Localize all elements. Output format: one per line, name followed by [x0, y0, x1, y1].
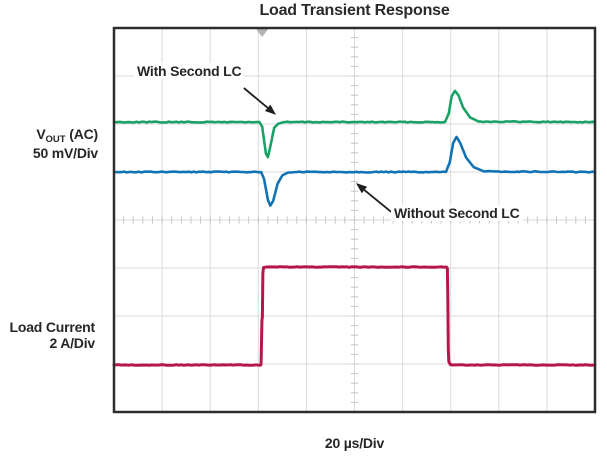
chart-title: Load Transient Response [259, 2, 450, 19]
vout-prefix: V [36, 126, 46, 142]
vout-subscript: OUT [45, 134, 66, 145]
vout-axis-label-line1: VOUT (AC) [0, 126, 98, 145]
annotation-with-second-lc: With Second LC [134, 63, 245, 79]
vout-scale-label: 50 mV/Div [32, 145, 98, 161]
vout-suffix: (AC) [65, 126, 98, 142]
load-current-name-label: Load Current [9, 319, 96, 335]
load-current-axis-label: Load Current 2 A/Div [0, 319, 96, 351]
vout-axis-label: VOUT (AC) 50 mV/Div [0, 126, 98, 161]
time-scale-label: 20 µs/Div [324, 435, 385, 451]
annotation-without-second-lc: Without Second LC [391, 205, 523, 221]
load-current-scale-label: 2 A/Div [49, 335, 95, 351]
